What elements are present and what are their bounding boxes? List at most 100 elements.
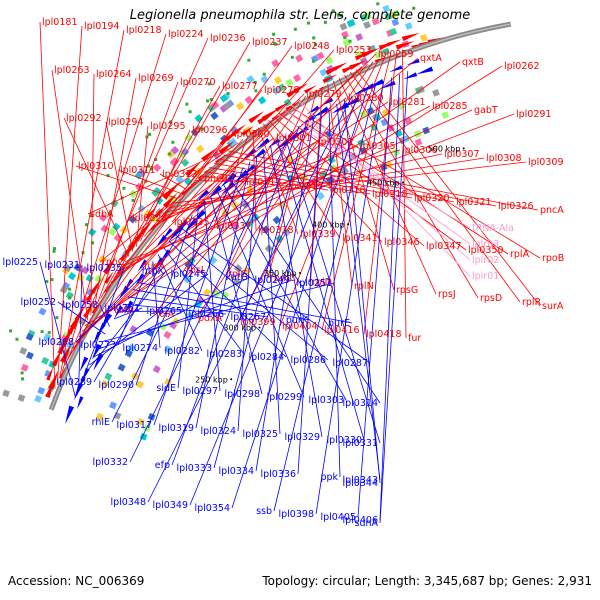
feature-tick xyxy=(84,223,88,227)
feature-block xyxy=(292,73,302,83)
reverse-gene-arrow xyxy=(114,305,124,319)
forward-gene-label: tufA xyxy=(114,305,134,316)
leader-line xyxy=(327,83,353,287)
feature-tick xyxy=(154,158,158,162)
feature-block xyxy=(100,224,109,233)
feature-tick xyxy=(343,36,347,40)
leader-line xyxy=(357,77,393,518)
leader-line xyxy=(298,100,471,277)
forward-gene-label: lpl0248 xyxy=(294,41,330,52)
reverse-gene-arrow xyxy=(91,343,102,361)
feature-block xyxy=(128,189,138,199)
reverse-gene-arrow xyxy=(294,125,309,137)
feature-block xyxy=(25,332,34,341)
reverse-gene-label: lpl0343 xyxy=(343,475,379,486)
feature-tick xyxy=(147,164,151,168)
forward-gene-label: lpl0263 xyxy=(54,65,90,76)
feature-block xyxy=(272,86,281,96)
reverse-gene-label: lpl0299 xyxy=(267,392,303,403)
reverse-gene-label: lpl0333 xyxy=(177,463,213,474)
forward-gene-label: lpl0281 xyxy=(390,97,426,108)
reverse-gene-label: lpl0317 xyxy=(117,420,153,431)
forward-gene-label: lpl0347 xyxy=(426,241,462,252)
feature-tick xyxy=(52,247,56,251)
feature-block xyxy=(41,356,50,365)
scale-tick xyxy=(347,223,350,226)
forward-gene-arrow xyxy=(333,62,348,71)
forward-gene-label: lpl0300 xyxy=(234,129,270,140)
reverse-gene-label: lpl0319 xyxy=(159,423,195,434)
feature-block xyxy=(319,170,329,179)
scale-tick xyxy=(298,272,301,275)
forward-gene-label: lpl0194 xyxy=(84,21,120,32)
feature-block xyxy=(397,101,406,110)
scale-tick xyxy=(230,378,233,381)
leader-line xyxy=(93,77,137,310)
feature-block xyxy=(110,199,119,208)
reverse-gene-label: lpl0290 xyxy=(99,380,135,391)
forward-gene-label: lpl0315 xyxy=(288,181,324,192)
feature-tick xyxy=(50,278,54,282)
feature-tick xyxy=(262,72,266,76)
feature-tick xyxy=(412,6,416,10)
feature-block xyxy=(20,363,29,372)
feature-block xyxy=(194,124,203,134)
feature-tick xyxy=(45,280,49,284)
feature-block xyxy=(380,118,389,127)
leader-line xyxy=(277,113,471,229)
feature-block xyxy=(136,417,145,426)
feature-block xyxy=(124,349,133,358)
leader-line xyxy=(168,240,287,358)
leader-line xyxy=(297,112,322,475)
feature-block xyxy=(295,54,304,63)
feature-tick xyxy=(52,249,56,253)
feature-block xyxy=(414,138,423,147)
feature-tick xyxy=(314,43,318,47)
scale-label: 350 kbp xyxy=(264,269,297,278)
feature-tick xyxy=(47,331,51,335)
feature-block xyxy=(127,344,136,353)
feature-tick xyxy=(67,296,71,300)
forward-gene-label: rpsG xyxy=(396,285,418,296)
reverse-gene-label: lpl0283 xyxy=(207,349,243,360)
forward-gene-label: pncB xyxy=(204,173,228,184)
feature-block xyxy=(271,59,280,68)
reverse-gene-label: htpX xyxy=(142,266,165,277)
feature-block xyxy=(246,75,255,84)
leader-line xyxy=(355,69,541,307)
leader-line xyxy=(195,180,245,183)
forward-gene-label: lpl0320 xyxy=(414,193,450,204)
reverse-gene-label: lpl0274 xyxy=(123,343,159,354)
reverse-gene-arrow xyxy=(196,189,210,203)
rna-gene-label: lplr02 xyxy=(472,255,499,266)
feature-tick xyxy=(336,13,340,17)
feature-block xyxy=(19,346,28,355)
feature-tick xyxy=(169,120,173,124)
feature-tick xyxy=(188,110,192,114)
feature-block xyxy=(67,272,77,281)
feature-tick xyxy=(348,39,352,43)
feature-tick xyxy=(91,241,95,245)
forward-gene-arrow xyxy=(304,85,317,94)
forward-gene-label: pncA xyxy=(540,205,564,216)
leader-line xyxy=(255,116,315,472)
reverse-gene-label: lpl0331 xyxy=(343,438,379,449)
leader-line xyxy=(99,304,110,327)
reverse-gene-label: lpl0249 xyxy=(255,275,291,286)
feature-block xyxy=(100,379,109,388)
reverse-gene-label: lpl0261 xyxy=(105,303,141,314)
reverse-gene-label: lpl0349 xyxy=(153,500,189,511)
reverse-gene-label: katG xyxy=(226,272,248,283)
leader-line xyxy=(229,178,381,404)
feature-tick xyxy=(106,174,110,178)
feature-tick xyxy=(122,186,126,190)
forward-gene-label: lpl0291 xyxy=(516,109,552,120)
scale-label: 250 kbp xyxy=(195,375,228,384)
leader-line xyxy=(315,80,384,515)
leader-line xyxy=(173,161,527,204)
feature-block xyxy=(272,215,282,225)
feature-tick xyxy=(376,2,380,6)
feature-block xyxy=(129,325,138,334)
leader-line xyxy=(291,104,471,261)
feature-tick xyxy=(131,198,135,202)
